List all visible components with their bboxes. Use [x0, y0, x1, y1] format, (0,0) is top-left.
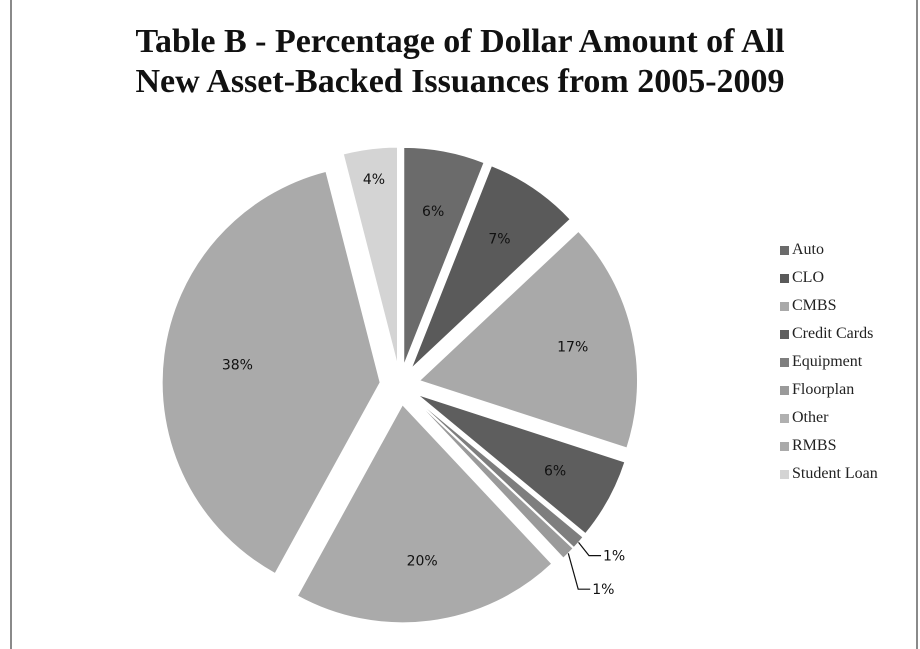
leader-line-floorplan-5 — [567, 553, 591, 590]
legend-label: Equipment — [792, 353, 863, 370]
pie-leader-lines — [567, 542, 602, 590]
legend-item-floorplan-5: Floorplan — [780, 376, 878, 404]
legend-swatch — [780, 329, 789, 339]
legend-swatch — [780, 441, 789, 451]
data-label-cmbs-2: 17% — [557, 339, 588, 355]
legend-item-other-6: Other — [780, 404, 878, 432]
data-label-equipment-4: 1% — [603, 549, 625, 565]
legend-swatch — [780, 385, 789, 395]
data-label-floorplan-5: 1% — [592, 582, 614, 598]
data-label-credit-cards-3: 6% — [544, 463, 566, 479]
legend-item-clo-1: CLO — [780, 264, 878, 292]
chart-title: Table B - Percentage of Dollar Amount of… — [0, 22, 920, 102]
pie-slice-student-loan-9 — [342, 146, 398, 366]
legend-swatch — [780, 245, 789, 255]
data-label-auto-0: 6% — [422, 204, 444, 220]
legend-item-cmbs-2: CMBS — [780, 292, 878, 320]
pie-data-labels: 6% 7% 17% 6% 1% 1% 20% 38% 4% — [222, 172, 625, 598]
data-label-student-loan-9: 4% — [363, 172, 385, 188]
chart-title-line-1: Table B - Percentage of Dollar Amount of… — [135, 23, 785, 60]
legend-label: RMBS — [792, 437, 837, 454]
data-label-rmbs-7: 20% — [407, 554, 438, 570]
legend-swatch — [780, 469, 789, 479]
chart-title-line-2: New Asset-Backed Issuances from 2005-200… — [135, 63, 785, 100]
pie-slice-cmbs-2 — [418, 230, 638, 449]
legend-label: CMBS — [792, 297, 837, 314]
data-label-clo-1: 7% — [488, 232, 510, 248]
data-label-unlabeled-8: 38% — [222, 357, 253, 373]
chart-legend: Auto CLO CMBS Credit Cards Equipment Floorpla… — [780, 236, 878, 488]
pie-slice-unlabeled-8 — [161, 170, 381, 575]
legend-swatch — [780, 273, 789, 283]
legend-label: CLO — [792, 269, 824, 286]
pie-slice-rmbs-7 — [296, 403, 553, 624]
legend-swatch — [780, 301, 789, 311]
legend-item-equipment-4: Equipment — [780, 348, 878, 376]
pie-slices — [161, 146, 638, 624]
legend-item-student-loan-8: Student Loan — [780, 460, 878, 488]
legend-swatch — [780, 413, 789, 423]
legend-label: Credit Cards — [792, 325, 874, 342]
legend-label: Student Loan — [792, 465, 878, 482]
legend-item-rmbs-7: RMBS — [780, 432, 878, 460]
legend-swatch — [780, 357, 789, 367]
leader-line-equipment-4 — [578, 542, 602, 557]
pie-slice-auto-0 — [403, 146, 485, 366]
pie-slice-clo-1 — [410, 165, 571, 369]
legend-label: Other — [792, 409, 829, 426]
pie-slice-credit-cards-3 — [417, 394, 626, 535]
legend-label: Floorplan — [792, 381, 855, 398]
legend-item-auto-0: Auto — [780, 236, 878, 264]
chart-frame — [10, 0, 918, 649]
pie-slice-floorplan-5 — [413, 398, 574, 559]
legend-item-credit-cards-3: Credit Cards — [780, 320, 878, 348]
legend-label: Auto — [792, 241, 824, 258]
